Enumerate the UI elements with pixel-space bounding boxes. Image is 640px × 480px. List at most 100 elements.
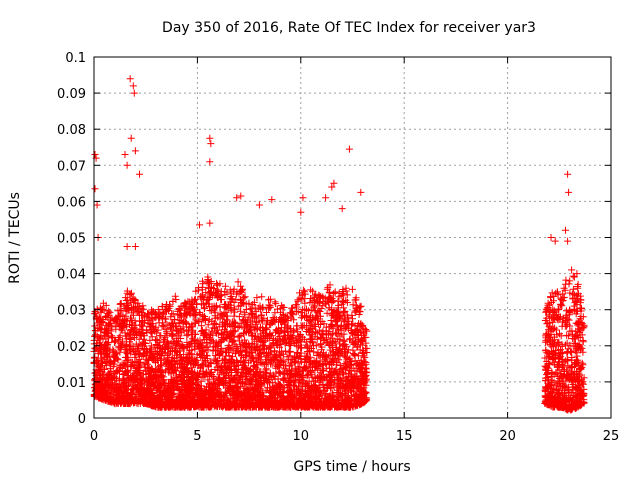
- data-point: [266, 384, 274, 392]
- data-point: [253, 294, 261, 302]
- data-point: [246, 377, 254, 385]
- data-point: [230, 312, 238, 320]
- data-point: [254, 334, 262, 342]
- data-point: [169, 298, 177, 305]
- data-point: [182, 319, 190, 327]
- data-point: [307, 295, 314, 302]
- data-point: [361, 354, 369, 362]
- data-point: [294, 349, 302, 357]
- data-point: [277, 302, 285, 310]
- data-point: [333, 379, 341, 387]
- data-point: [116, 362, 124, 370]
- data-point: [172, 323, 180, 331]
- data-point: [326, 281, 334, 289]
- data-point: [290, 316, 298, 324]
- data-point: [303, 305, 310, 313]
- data-point: [354, 352, 362, 360]
- data-point: [221, 282, 229, 290]
- data-point: [323, 309, 331, 317]
- data-point: [132, 303, 140, 311]
- data-point: [340, 337, 348, 345]
- data-point: [312, 290, 320, 298]
- data-point: [334, 373, 342, 381]
- data-point: [305, 355, 313, 363]
- data-point: [203, 296, 211, 304]
- data-point: [241, 346, 249, 354]
- data-point: [230, 376, 237, 384]
- data-point: [316, 369, 324, 377]
- data-point: [102, 301, 110, 309]
- data-point: [300, 295, 308, 303]
- data-point: [322, 327, 330, 335]
- data-point: [340, 369, 348, 377]
- data-point: [205, 316, 213, 324]
- data-point: [171, 292, 179, 300]
- data-point: [209, 324, 217, 332]
- data-point: [102, 335, 110, 343]
- data-point: [204, 376, 212, 384]
- data-point: [130, 348, 138, 355]
- data-point: [121, 294, 129, 302]
- data-point: [214, 326, 221, 334]
- data-point: [194, 373, 202, 381]
- data-point: [260, 328, 267, 336]
- data-point: [223, 335, 231, 342]
- data-point: [204, 321, 212, 329]
- data-point: [346, 336, 353, 344]
- data-point: [147, 364, 155, 372]
- data-point: [335, 375, 343, 383]
- data-point: [198, 350, 206, 358]
- data-point: [262, 386, 270, 394]
- data-point: [200, 304, 208, 312]
- data-point: [258, 293, 266, 301]
- data-point: [174, 327, 182, 335]
- data-point: [156, 332, 164, 340]
- data-point: [223, 288, 231, 296]
- data-point: [276, 352, 284, 360]
- data-point: [271, 298, 279, 306]
- data-point: [339, 374, 347, 382]
- data-point: [301, 299, 309, 307]
- data-point: [216, 280, 224, 288]
- data-point: [312, 342, 320, 350]
- data-point: [262, 356, 269, 364]
- data-point: [252, 320, 260, 328]
- data-point: [349, 364, 357, 372]
- data-point: [276, 337, 284, 345]
- data-point: [216, 303, 224, 311]
- data-point: [241, 309, 249, 317]
- data-point: [100, 306, 108, 314]
- data-point: [331, 355, 339, 362]
- data-point: [315, 299, 323, 307]
- data-point: [272, 300, 280, 308]
- data-point: [229, 336, 237, 344]
- data-point: [351, 351, 359, 359]
- data-point: [568, 266, 576, 274]
- data-point: [296, 338, 304, 346]
- data-point: [343, 291, 351, 299]
- data-point: [289, 304, 296, 312]
- data-point: [298, 358, 306, 366]
- data-point: [273, 305, 281, 313]
- data-point: [92, 309, 99, 317]
- data-point: [344, 375, 352, 383]
- data-point: [272, 336, 280, 344]
- data-point: [237, 301, 245, 309]
- data-point: [269, 379, 277, 387]
- data-point: [299, 322, 307, 330]
- data-point: [256, 374, 264, 382]
- data-point: [106, 308, 114, 316]
- data-point: [325, 288, 333, 296]
- data-point: [99, 316, 107, 323]
- data-point: [302, 328, 310, 335]
- data-point: [326, 337, 334, 345]
- data-point: [152, 336, 160, 344]
- data-point: [109, 333, 117, 341]
- data-point: [116, 300, 124, 308]
- data-point: [261, 361, 269, 369]
- data-point: [137, 305, 145, 313]
- data-point: [114, 335, 122, 343]
- data-point: [239, 372, 247, 380]
- data-point: [354, 338, 362, 346]
